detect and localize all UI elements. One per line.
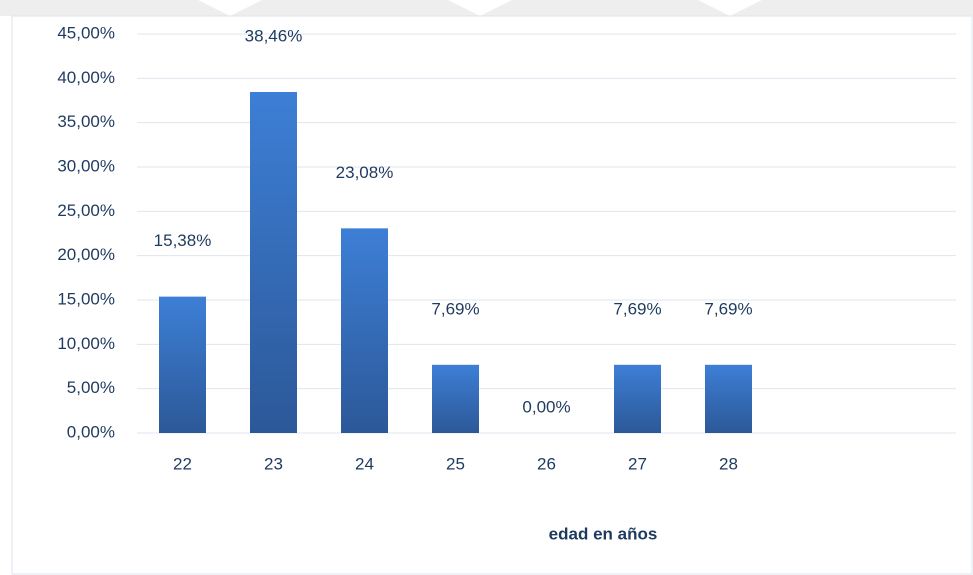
x-tick-label: 24: [355, 454, 374, 473]
data-label: 7,69%: [431, 299, 479, 318]
data-label: 38,46%: [245, 26, 303, 45]
x-tick-label: 25: [446, 454, 465, 473]
x-tick-label: 27: [628, 454, 647, 473]
y-tick-label: 40,00%: [57, 68, 115, 87]
bar: [705, 364, 752, 433]
decoration: [198, 0, 262, 16]
bar: [432, 364, 479, 433]
x-tick-label: 23: [264, 454, 283, 473]
x-tick-label: 26: [537, 454, 556, 473]
y-tick-label: 25,00%: [57, 201, 115, 220]
y-tick-label: 0,00%: [67, 422, 115, 441]
y-tick-label: 20,00%: [57, 245, 115, 264]
y-tick-label: 45,00%: [57, 23, 115, 42]
y-tick-label: 35,00%: [57, 112, 115, 131]
data-label: 7,69%: [613, 299, 661, 318]
bar: [250, 91, 297, 433]
data-label: 0,00%: [522, 397, 570, 416]
data-label: 23,08%: [336, 163, 394, 182]
data-label: 15,38%: [154, 231, 212, 250]
chart-border: [11, 15, 973, 575]
bar: [159, 296, 206, 433]
y-tick-label: 15,00%: [57, 289, 115, 308]
y-tick-label: 30,00%: [57, 156, 115, 175]
decoration: [448, 0, 512, 16]
x-axis-title: edad en años: [549, 524, 658, 543]
decoration: [698, 0, 762, 16]
x-tick-label: 28: [719, 454, 738, 473]
y-tick-label: 10,00%: [57, 334, 115, 353]
bar: [341, 228, 388, 433]
x-tick-label: 22: [173, 454, 192, 473]
data-label: 7,69%: [704, 299, 752, 318]
y-tick-label: 5,00%: [67, 378, 115, 397]
bar: [614, 364, 661, 433]
